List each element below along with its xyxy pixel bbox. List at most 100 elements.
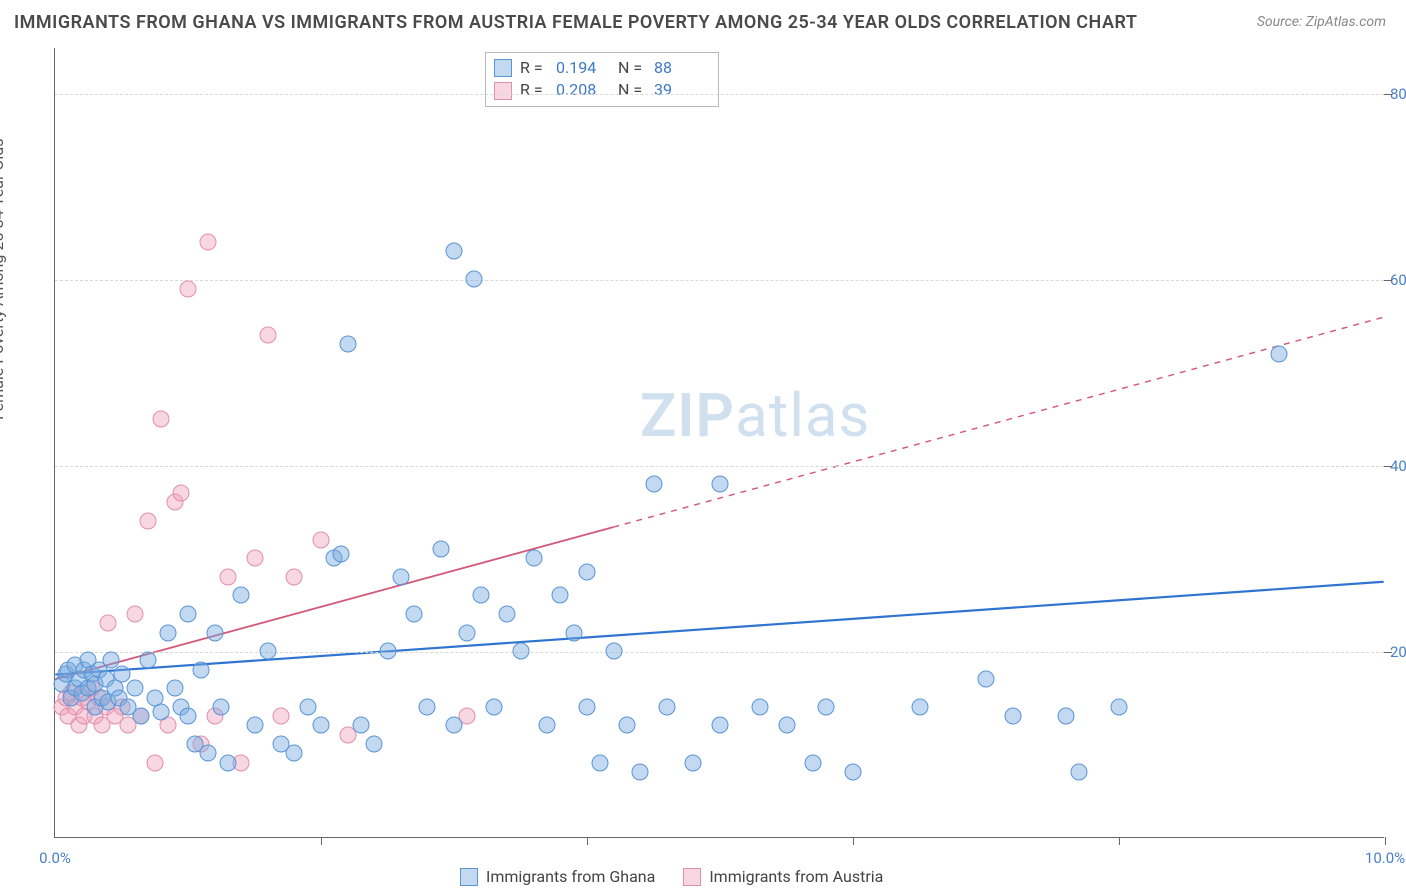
r-label: R = <box>520 57 548 79</box>
scatter-point <box>579 698 596 715</box>
x-tick <box>321 837 322 845</box>
source-attribution: Source: ZipAtlas.com <box>1257 14 1386 30</box>
scatter-point <box>332 545 349 562</box>
scatter-point <box>911 698 928 715</box>
x-tick <box>1385 837 1386 845</box>
scatter-point <box>379 643 396 660</box>
scatter-point <box>199 234 216 251</box>
scatter-point <box>485 698 502 715</box>
swatch-blue-icon <box>494 59 512 77</box>
y-tick-label: 60.0% <box>1390 271 1406 289</box>
scatter-point <box>525 550 542 567</box>
chart-title: IMMIGRANTS FROM GHANA VS IMMIGRANTS FROM… <box>14 12 1137 33</box>
scatter-point <box>352 717 369 734</box>
scatter-point <box>219 568 236 585</box>
scatter-point <box>366 736 383 753</box>
scatter-point <box>845 763 862 780</box>
scatter-point <box>199 745 216 762</box>
scatter-point <box>246 550 263 567</box>
scatter-point <box>219 754 236 771</box>
scatter-point <box>286 745 303 762</box>
legend-label: Immigrants from Ghana <box>486 867 655 886</box>
scatter-point <box>579 564 596 581</box>
scatter-point <box>126 680 143 697</box>
scatter-point <box>206 624 223 641</box>
scatter-point <box>180 280 197 297</box>
scatter-point <box>472 587 489 604</box>
scatter-point <box>313 717 330 734</box>
swatch-blue-icon <box>460 868 478 886</box>
scatter-point <box>1004 708 1021 725</box>
scatter-point <box>193 661 210 678</box>
scatter-point <box>978 671 995 688</box>
scatter-point <box>712 475 729 492</box>
right-tick <box>1384 466 1392 467</box>
trend-line-solid <box>55 582 1383 675</box>
n-value: 39 <box>654 79 708 101</box>
scatter-point <box>419 698 436 715</box>
scatter-point <box>246 717 263 734</box>
scatter-point <box>446 717 463 734</box>
x-tick <box>853 837 854 845</box>
scatter-point <box>166 680 183 697</box>
scatter-point <box>299 698 316 715</box>
n-label: N = <box>618 57 646 79</box>
scatter-point <box>1071 763 1088 780</box>
gridline <box>55 466 1384 467</box>
y-tick-label: 40.0% <box>1390 457 1406 475</box>
r-value: 0.194 <box>556 57 610 79</box>
scatter-point <box>618 717 635 734</box>
bottom-legend: Immigrants from Ghana Immigrants from Au… <box>460 867 883 886</box>
scatter-point <box>140 513 157 530</box>
legend-label: Immigrants from Austria <box>709 867 883 886</box>
scatter-point <box>392 568 409 585</box>
scatter-point <box>1057 708 1074 725</box>
scatter-point <box>126 605 143 622</box>
x-tick <box>1119 837 1120 845</box>
scatter-point <box>1270 345 1287 362</box>
correlation-stats-box: R = 0.194 N = 88 R = 0.208 N = 39 <box>485 52 719 107</box>
scatter-point <box>406 605 423 622</box>
scatter-point <box>160 624 177 641</box>
n-value: 88 <box>654 57 708 79</box>
scatter-point <box>180 605 197 622</box>
y-tick-label: 80.0% <box>1390 85 1406 103</box>
x-tick-label: 10.0% <box>1365 849 1405 867</box>
scatter-point <box>658 698 675 715</box>
scatter-point <box>539 717 556 734</box>
scatter-point <box>645 475 662 492</box>
scatter-point <box>113 666 130 683</box>
scatter-point <box>153 410 170 427</box>
scatter-point <box>259 327 276 344</box>
scatter-point <box>751 698 768 715</box>
legend-item-ghana: Immigrants from Ghana <box>460 867 655 886</box>
x-tick-label: 0.0% <box>39 849 71 867</box>
scatter-point <box>140 652 157 669</box>
gridline <box>55 652 1384 653</box>
scatter-point <box>592 754 609 771</box>
scatter-point <box>685 754 702 771</box>
scatter-point <box>499 605 516 622</box>
swatch-pink-icon <box>683 868 701 886</box>
stats-row-ghana: R = 0.194 N = 88 <box>494 57 708 79</box>
gridline <box>55 94 1384 95</box>
scatter-point <box>818 698 835 715</box>
gridline <box>55 280 1384 281</box>
scatter-point <box>233 587 250 604</box>
scatter-point <box>459 624 476 641</box>
scatter-point <box>605 643 622 660</box>
swatch-pink-icon <box>494 82 512 100</box>
right-tick <box>1384 280 1392 281</box>
scatter-point <box>778 717 795 734</box>
scatter-point <box>446 243 463 260</box>
scatter-point <box>1111 698 1128 715</box>
scatter-point <box>339 336 356 353</box>
y-axis-label: Female Poverty Among 25-34 Year Olds <box>0 138 7 420</box>
scatter-point <box>286 568 303 585</box>
scatter-point <box>153 703 170 720</box>
scatter-point <box>552 587 569 604</box>
n-label: N = <box>618 79 646 101</box>
scatter-point <box>213 698 230 715</box>
scatter-point <box>465 271 482 288</box>
right-tick <box>1384 94 1392 95</box>
